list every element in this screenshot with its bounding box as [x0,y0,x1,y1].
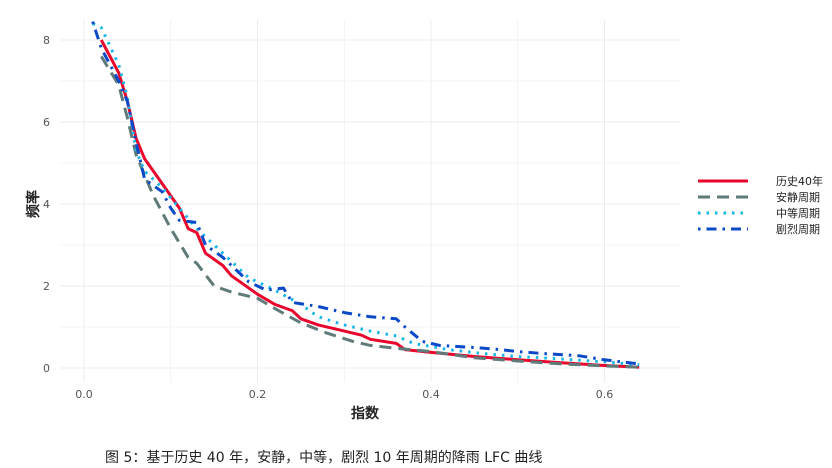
x-tick-label: 0.4 [422,388,440,401]
y-axis-label: 频率 [25,190,42,218]
series-line-3 [92,22,640,367]
legend-label-2: 安静周期 [776,190,820,204]
x-tick-label: 0.0 [75,388,93,401]
series-line-2 [100,55,640,369]
y-tick-label: 2 [43,280,50,293]
figure-caption: 图 5：基于历史 40 年，安静，中等，剧烈 10 年周期的降雨 LFC 曲线 [105,449,542,466]
series-line-4 [91,21,640,366]
grid [60,20,680,382]
x-tick-label: 0.2 [249,388,267,401]
tick-labels: 0.0 0.2 0.4 0.6 0 2 4 6 8 [43,34,613,401]
y-tick-label: 8 [43,34,50,47]
y-tick-label: 4 [43,198,50,211]
series-lines [91,21,640,369]
legend-label-4: 剧烈周期 [776,222,820,236]
x-axis-label: 指数 [351,405,380,422]
y-tick-label: 0 [43,362,50,375]
legend-label-3: 中等周期 [776,206,820,220]
y-tick-label: 6 [43,116,50,129]
x-tick-label: 0.6 [596,388,614,401]
series-line-1 [99,39,640,369]
legend-label-1: 历史40年 [776,174,823,188]
